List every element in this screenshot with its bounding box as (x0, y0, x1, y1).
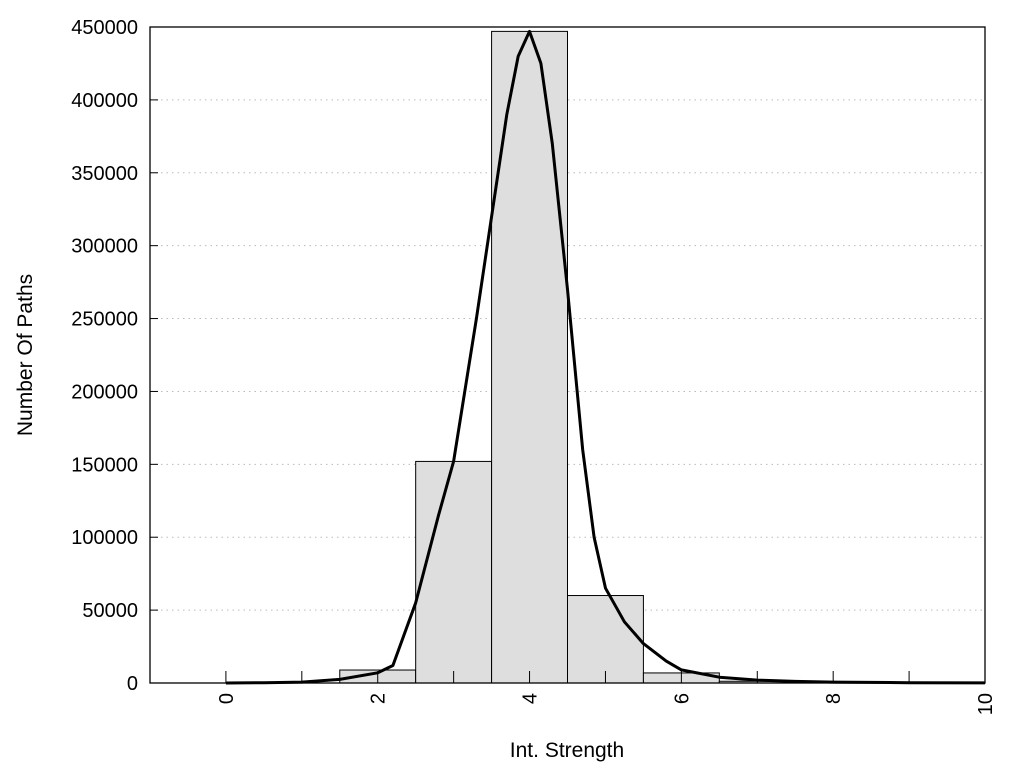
x-tick-label: 10 (975, 693, 997, 715)
y-tick-label: 50000 (82, 600, 138, 622)
x-tick-label: 0 (216, 693, 238, 704)
x-tick-labels: 0 2 4 6 8 10 (216, 693, 997, 715)
bars (340, 31, 947, 683)
y-tick-label: 100000 (71, 527, 138, 549)
y-axis-label: Number Of Paths (14, 274, 37, 436)
bar (568, 596, 644, 683)
y-tick-label: 150000 (71, 454, 138, 476)
bar (492, 31, 568, 683)
fit-curve (226, 31, 985, 683)
x-axis-label: Int. Strength (510, 739, 624, 762)
y-tick-labels: 0 50000 100000 150000 200000 250000 300000 3500… (71, 17, 138, 695)
y-tick-label: 300000 (71, 236, 138, 258)
x-tick-label: 2 (368, 693, 390, 704)
y-tick-label: 0 (127, 673, 138, 695)
x-tick-label: 8 (823, 693, 845, 704)
x-tick-label: 4 (520, 693, 542, 704)
y-tick-label: 400000 (71, 90, 138, 112)
y-tick-label: 450000 (71, 17, 138, 39)
bar (416, 461, 492, 683)
y-tick-label: 350000 (71, 163, 138, 185)
y-tick-label: 200000 (71, 381, 138, 403)
x-tick-label: 6 (671, 693, 693, 704)
y-tick-label: 250000 (71, 309, 138, 331)
